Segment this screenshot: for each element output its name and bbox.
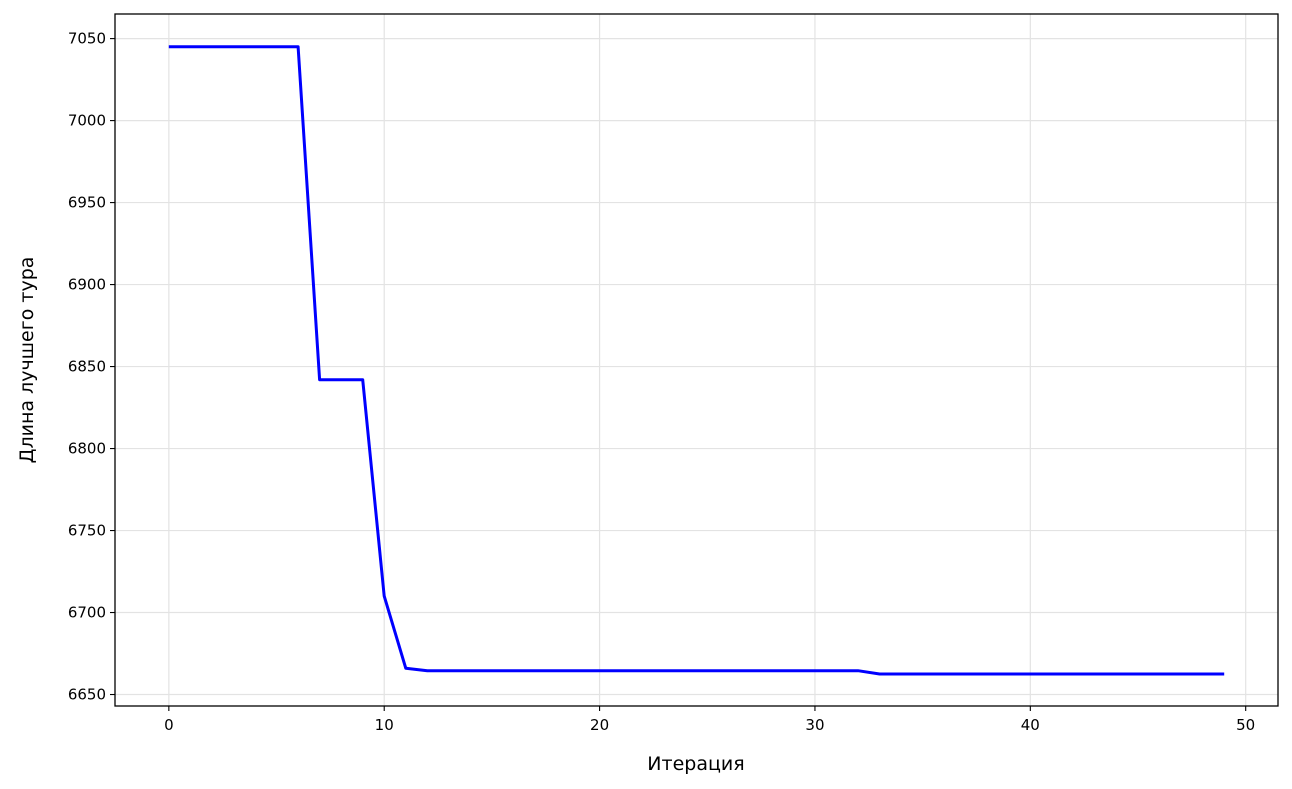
x-tick-label: 10 xyxy=(375,716,394,734)
series-line xyxy=(168,45,1225,676)
y-tick-label: 6750 xyxy=(68,522,106,540)
grid xyxy=(115,14,1278,706)
y-tick-label: 7000 xyxy=(68,112,106,130)
y-tick-label: 6700 xyxy=(68,604,106,622)
y-tick-label: 6900 xyxy=(68,276,106,294)
y-tick-label: 7050 xyxy=(68,30,106,48)
x-tick-label: 50 xyxy=(1236,716,1255,734)
x-axis-label: Итерация xyxy=(647,753,744,775)
y-tick-label: 6800 xyxy=(68,440,106,458)
x-tick-label: 20 xyxy=(590,716,609,734)
y-axis-label: Длина лучшего тура xyxy=(16,257,38,464)
plot-frame xyxy=(114,13,1279,707)
y-axis: 6650 6700 6750 6800 6850 6900 6950 7000 7050 xyxy=(68,30,115,704)
x-tick-label: 0 xyxy=(164,716,174,734)
y-tick-label: 6950 xyxy=(68,194,106,212)
series-layer xyxy=(168,45,1225,676)
y-tick-label: 6650 xyxy=(68,686,106,704)
x-tick-label: 30 xyxy=(805,716,824,734)
x-tick-label: 40 xyxy=(1021,716,1040,734)
y-tick-label: 6850 xyxy=(68,358,106,376)
x-axis: 0 10 20 30 40 50 xyxy=(164,706,1255,734)
